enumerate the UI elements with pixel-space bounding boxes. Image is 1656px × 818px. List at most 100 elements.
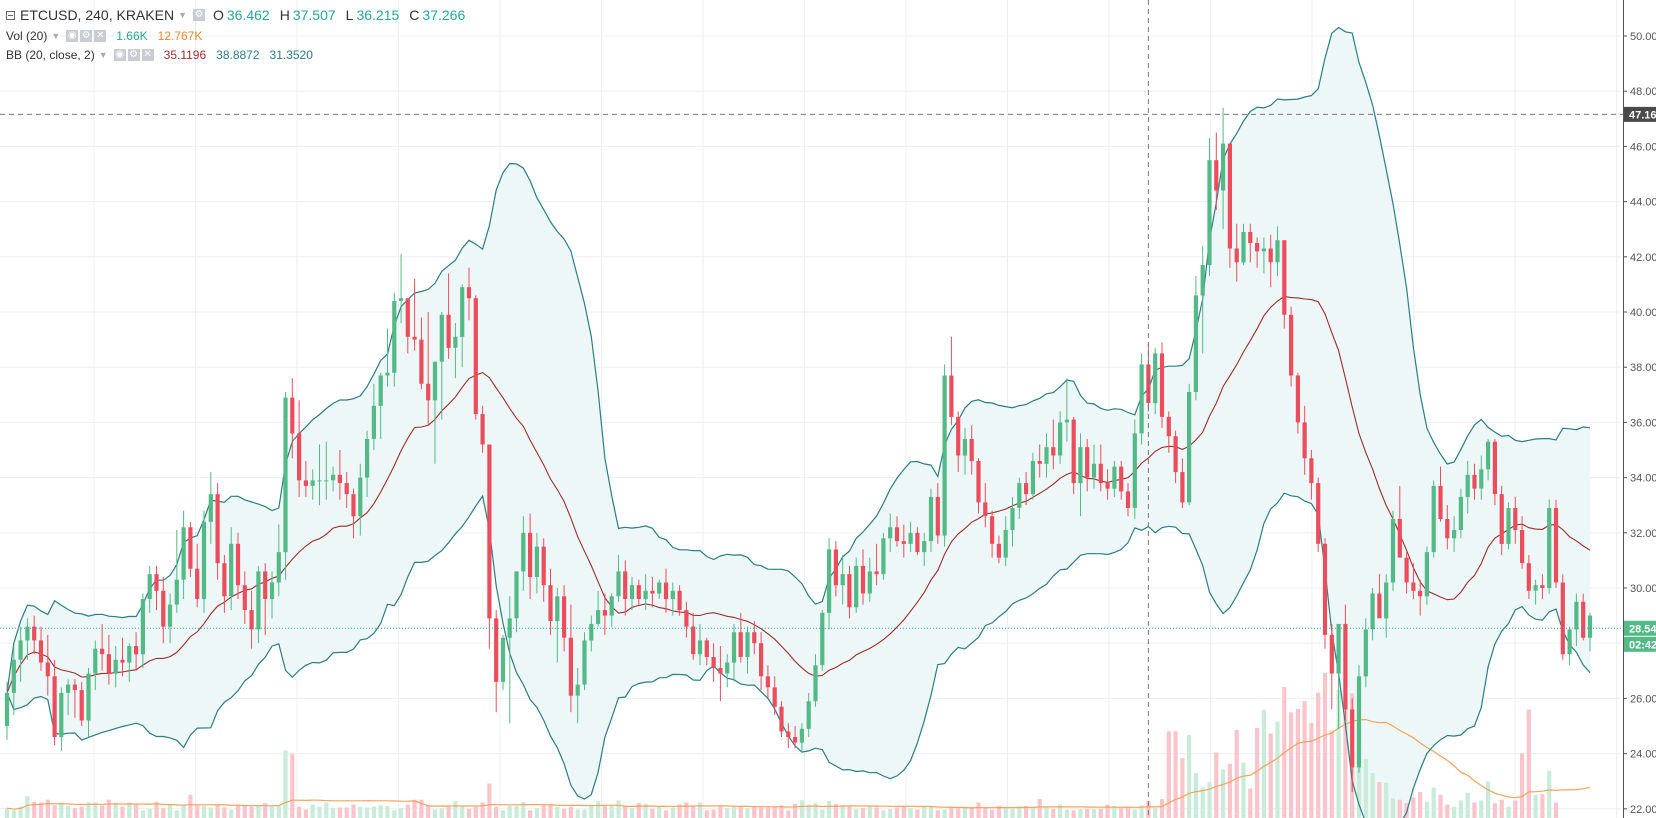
volume-bar bbox=[1540, 794, 1545, 818]
volume-bar bbox=[4, 808, 10, 818]
candle-body bbox=[66, 684, 71, 693]
candle-body bbox=[1472, 474, 1477, 489]
volume-bar bbox=[324, 802, 329, 818]
candle-body bbox=[127, 646, 132, 663]
volume-bar bbox=[1064, 809, 1069, 818]
candle bbox=[79, 681, 84, 726]
candle-body bbox=[385, 372, 390, 376]
settings-icon[interactable]: ⚙ bbox=[192, 9, 205, 21]
candle bbox=[534, 532, 539, 594]
price-axis[interactable]: 50.00 48.00 46.00 44.00 42.00 40.00 38.00 36.00… bbox=[1623, 0, 1656, 818]
symbol-label[interactable]: ETCUSD, 240, KRAKEN bbox=[20, 7, 175, 23]
eye-icon[interactable]: ◉ bbox=[66, 29, 79, 42]
candle-body bbox=[290, 397, 295, 434]
volume-bar bbox=[1132, 809, 1137, 818]
volume-bar bbox=[745, 808, 750, 818]
last-price-label-bg bbox=[1624, 620, 1656, 636]
candle-body bbox=[596, 610, 601, 624]
gear-icon[interactable]: ⚙ bbox=[80, 29, 93, 42]
volume-bar bbox=[799, 800, 804, 818]
chevron-down-icon[interactable]: ▼ bbox=[178, 10, 187, 20]
candle bbox=[874, 543, 879, 586]
volume-bar bbox=[718, 806, 723, 818]
volume-bar bbox=[765, 807, 770, 818]
volume-bar bbox=[310, 804, 315, 818]
candle-body bbox=[460, 287, 465, 337]
volume-bar bbox=[1234, 730, 1239, 818]
price-tick-label: 44.00 bbox=[1630, 197, 1656, 209]
candle-body bbox=[1261, 248, 1266, 252]
close-icon[interactable]: ✕ bbox=[94, 29, 107, 42]
candle-body bbox=[439, 314, 444, 362]
candle-body bbox=[956, 416, 961, 456]
gear-icon[interactable]: ⚙ bbox=[127, 48, 140, 61]
candle-body bbox=[1255, 243, 1260, 252]
candle-body bbox=[419, 339, 424, 384]
volume-bars bbox=[4, 673, 1559, 818]
volume-indicator-label[interactable]: Vol (20) bbox=[6, 28, 48, 43]
candle bbox=[52, 659, 57, 746]
crosshair-price-label-text: 47.16 bbox=[1629, 109, 1656, 121]
candle bbox=[928, 488, 934, 553]
candle bbox=[365, 430, 370, 497]
candle bbox=[765, 665, 770, 699]
volume-bar bbox=[568, 806, 573, 818]
candle bbox=[1356, 665, 1362, 773]
volume-bar bbox=[195, 805, 200, 818]
candle bbox=[949, 336, 954, 426]
bar-countdown-label-bg bbox=[1624, 636, 1656, 652]
volume-bar bbox=[847, 806, 852, 818]
candle-body bbox=[1173, 436, 1178, 473]
candle bbox=[1214, 132, 1219, 210]
chevron-down-icon[interactable]: ▼ bbox=[51, 30, 61, 41]
candle-body bbox=[1030, 461, 1035, 495]
candle bbox=[915, 527, 920, 555]
volume-bar bbox=[1159, 799, 1165, 818]
volume-bar bbox=[1377, 782, 1382, 818]
candle-body bbox=[1553, 508, 1559, 583]
candle bbox=[174, 530, 179, 613]
collapse-toggle-icon[interactable] bbox=[6, 10, 15, 20]
bollinger-indicator-label[interactable]: BB (20, close, 2) bbox=[6, 47, 95, 62]
volume-bar bbox=[562, 808, 567, 818]
candle bbox=[385, 328, 390, 387]
volume-bar bbox=[949, 806, 954, 818]
candle bbox=[602, 593, 607, 635]
candle bbox=[1438, 466, 1443, 522]
candle-body bbox=[4, 692, 10, 726]
candle-body bbox=[1003, 530, 1008, 558]
candle bbox=[1486, 439, 1491, 481]
candle bbox=[691, 612, 696, 660]
volume-bar bbox=[140, 810, 145, 818]
volume-bar bbox=[1458, 800, 1463, 818]
candle-body bbox=[256, 571, 261, 630]
candle-body bbox=[1322, 543, 1328, 635]
candle-body bbox=[1309, 458, 1314, 484]
volume-bar bbox=[657, 806, 662, 818]
candle bbox=[167, 593, 173, 644]
volume-bar bbox=[759, 807, 764, 818]
candle-body bbox=[1404, 557, 1409, 583]
eye-icon[interactable]: ◉ bbox=[113, 48, 126, 61]
volume-bar bbox=[813, 803, 818, 818]
candle bbox=[725, 654, 730, 688]
chevron-down-icon[interactable]: ▼ bbox=[98, 49, 108, 60]
candle bbox=[867, 557, 872, 602]
candle bbox=[1302, 405, 1307, 475]
volume-bar bbox=[983, 807, 988, 818]
candle bbox=[901, 524, 906, 558]
candle bbox=[59, 687, 64, 751]
candle-body bbox=[1275, 240, 1280, 263]
candle-body bbox=[840, 574, 845, 586]
candle-body bbox=[1289, 314, 1294, 376]
candle-body bbox=[235, 543, 241, 586]
close-icon[interactable]: ✕ bbox=[141, 48, 154, 61]
candle-body bbox=[990, 516, 995, 544]
candle bbox=[1289, 306, 1294, 387]
candle bbox=[1105, 469, 1110, 500]
candle-body bbox=[854, 565, 859, 608]
candle bbox=[1506, 502, 1511, 550]
candle bbox=[779, 701, 784, 737]
candle-body bbox=[154, 574, 159, 591]
